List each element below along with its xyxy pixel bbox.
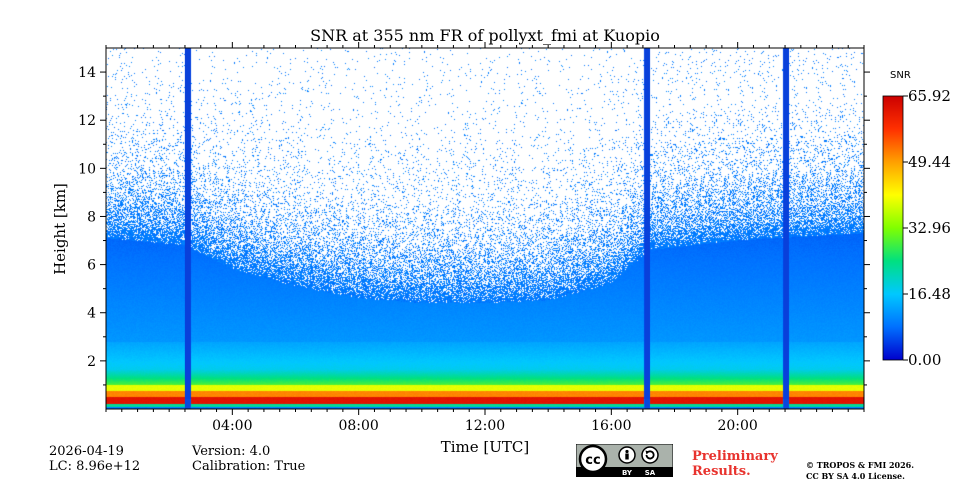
- measurement-gap-3: [783, 48, 789, 409]
- footer-date: 2026-04-19: [49, 444, 124, 459]
- cc-circle-icon: [578, 444, 608, 474]
- measurement-gaps: [184, 48, 789, 409]
- y-tick-label: 14: [78, 65, 96, 81]
- preliminary-notice: Preliminary Results.: [692, 449, 778, 479]
- colorbar-tick-label: 16.48: [908, 285, 951, 303]
- y-axis: 2 4 6 8 10 12 14: [78, 65, 870, 386]
- y-tick-label: 6: [87, 258, 96, 274]
- by-text: BY: [622, 469, 633, 477]
- chart-title: SNR at 355 nm FR of pollyxt_fmi at Kuopi…: [310, 26, 660, 45]
- x-tick-label: 20:00: [717, 418, 757, 434]
- x-tick-label: 04:00: [212, 418, 252, 434]
- cc-text: cc: [585, 453, 600, 468]
- footer-version: Version: 4.0: [192, 444, 271, 459]
- sa-text: SA: [645, 469, 656, 477]
- x-axis-label: Time [UTC]: [441, 438, 530, 456]
- footer-date-block: 2026-04-19 LC: 8.96e+12: [49, 444, 140, 474]
- preliminary-line-1: Preliminary: [692, 449, 778, 464]
- x-tick-label: 08:00: [338, 418, 378, 434]
- footer-calibration: Calibration: True: [192, 459, 306, 474]
- snr-heatmap: [106, 48, 864, 409]
- colorbar-tick-label: 32.96: [908, 219, 951, 237]
- colorbar-label: SNR: [890, 70, 911, 81]
- x-tick-label: 12:00: [465, 418, 505, 434]
- x-tick-label: 16:00: [591, 418, 631, 434]
- colorbar: [882, 95, 904, 361]
- x-axis: 04:00 08:00 12:00 16:00 20:00: [105, 42, 865, 434]
- y-tick-label: 12: [78, 113, 96, 129]
- copyright-notice: © TROPOS & FMI 2026. CC BY SA 4.0 Licens…: [806, 460, 914, 482]
- footer-version-block: Version: 4.0 Calibration: True: [192, 444, 305, 474]
- colorbar-tick-label: 65.92: [908, 87, 951, 105]
- colorbar-ticks: 0.00 16.48 32.96 49.44 65.92: [903, 87, 951, 369]
- measurement-gap-2: [644, 48, 650, 409]
- y-tick-label: 4: [87, 306, 96, 322]
- y-tick-label: 8: [87, 209, 96, 225]
- colorbar-tick-label: 49.44: [908, 153, 951, 171]
- measurement-gap-1: [184, 48, 191, 409]
- preliminary-line-2: Results.: [692, 464, 751, 479]
- cc-license-badge: cc BY SA: [576, 444, 673, 477]
- y-axis-label: Height [km]: [51, 183, 69, 275]
- y-tick-label: 10: [78, 161, 96, 177]
- colorbar-tick-label: 0.00: [908, 351, 941, 369]
- footer-lc: LC: 8.96e+12: [49, 459, 141, 474]
- sa-share-icon: [641, 446, 659, 464]
- copyright-line-1: © TROPOS & FMI 2026.: [806, 460, 915, 470]
- y-tick-label: 2: [87, 354, 96, 370]
- copyright-line-2: CC BY SA 4.0 License.: [806, 471, 905, 481]
